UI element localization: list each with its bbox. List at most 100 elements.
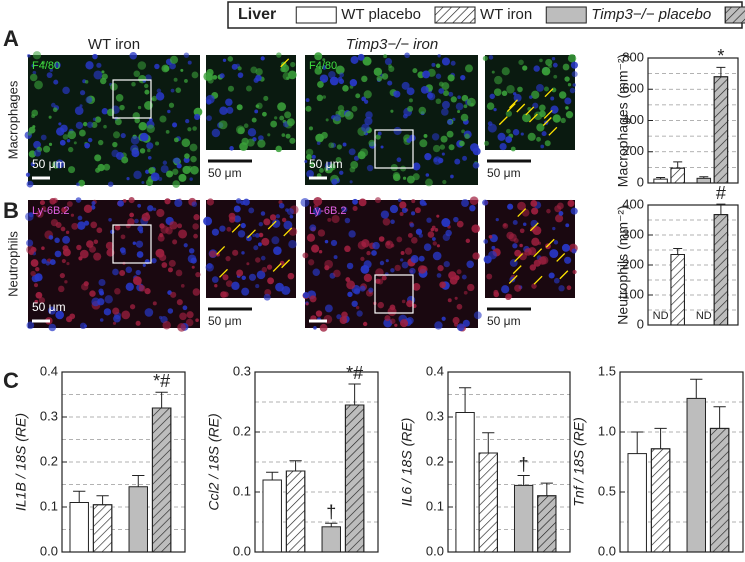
cell: [222, 274, 229, 281]
cell: [464, 133, 470, 140]
cell: [562, 63, 570, 71]
arrow: [219, 268, 228, 278]
cell: [414, 207, 421, 214]
bar-hatch: [151, 407, 172, 553]
cell: [497, 132, 506, 141]
cell: [462, 319, 470, 327]
cell: [152, 207, 157, 211]
cell: [491, 245, 496, 250]
cell: [211, 276, 219, 283]
bar: [686, 397, 706, 553]
scale-label: 50 μm: [32, 300, 66, 314]
cell: [173, 77, 178, 82]
cell: [322, 58, 326, 62]
arrow: [216, 245, 226, 255]
cell: [144, 288, 151, 295]
cell: [186, 311, 194, 319]
cell: [317, 229, 326, 237]
cell: [112, 131, 121, 139]
cell: [561, 243, 570, 252]
cell: [84, 220, 90, 226]
cell: [348, 230, 356, 238]
cell: [175, 269, 183, 277]
cell: [527, 132, 536, 141]
cell: [325, 118, 329, 122]
cell: [79, 249, 89, 259]
cell: [339, 72, 345, 78]
cell: [236, 104, 243, 111]
cell: [225, 280, 233, 287]
cell: [454, 275, 460, 281]
cell: [185, 119, 190, 124]
cell: [305, 148, 314, 157]
row-label: Macrophages: [5, 80, 20, 159]
cell: [30, 270, 36, 277]
cell: [205, 263, 214, 272]
cell: [83, 121, 88, 127]
cell: [397, 198, 402, 203]
cell: [564, 256, 572, 264]
cell: [363, 90, 372, 99]
cell: [363, 260, 372, 269]
cell: [566, 285, 572, 291]
cell: [322, 79, 326, 83]
plot-frame: [61, 371, 186, 553]
cell: [382, 217, 391, 226]
cell: [503, 223, 507, 227]
cell: [175, 87, 182, 93]
cell: [260, 56, 265, 61]
y-tick-label: 0.0: [40, 543, 58, 558]
arrow: [529, 222, 539, 232]
y-tick-label: 1.0: [598, 423, 616, 438]
cell: [289, 137, 296, 144]
cell: [473, 311, 482, 320]
cell: [454, 158, 461, 165]
cell: [121, 310, 131, 320]
cell: [189, 177, 193, 181]
bar: [128, 486, 148, 553]
cell: [226, 106, 234, 114]
cell: [137, 203, 142, 208]
cell: [53, 79, 59, 85]
cell: [41, 246, 45, 250]
cell: [567, 83, 572, 87]
cell: [489, 93, 495, 100]
cell: [129, 304, 136, 310]
cell: [359, 285, 366, 292]
cell: [389, 204, 399, 214]
cell: [214, 284, 218, 288]
micrograph: [24, 51, 203, 188]
cell: [49, 197, 57, 205]
cell: [565, 223, 570, 228]
cell: [263, 218, 271, 226]
cell: [401, 299, 406, 304]
cell: [117, 200, 125, 207]
cell: [205, 73, 214, 81]
cell: [251, 117, 257, 123]
cell: [407, 105, 414, 112]
cell: [409, 134, 416, 142]
cell: [62, 86, 70, 95]
bar-hatch: [709, 427, 730, 553]
cell: [165, 130, 170, 134]
y-axis-label: Neutrophils (mm⁻²): [615, 205, 631, 324]
cell: [41, 206, 47, 211]
cell: [58, 122, 62, 126]
stain-label: Ly-6B.2: [309, 205, 347, 217]
arrow: [498, 116, 508, 126]
cell: [31, 64, 35, 68]
cell: [229, 146, 234, 151]
cell: [193, 233, 198, 239]
cell: [108, 217, 112, 222]
cell: [112, 321, 117, 325]
cell: [419, 139, 428, 148]
cell: [33, 149, 42, 157]
cell: [191, 201, 198, 207]
legend-label: WT placebo: [341, 6, 421, 23]
annotation: †: [519, 454, 529, 474]
cell: [465, 64, 473, 73]
cell: [129, 212, 135, 218]
arrow: [267, 220, 277, 230]
cell: [212, 74, 218, 80]
cell: [507, 203, 514, 210]
